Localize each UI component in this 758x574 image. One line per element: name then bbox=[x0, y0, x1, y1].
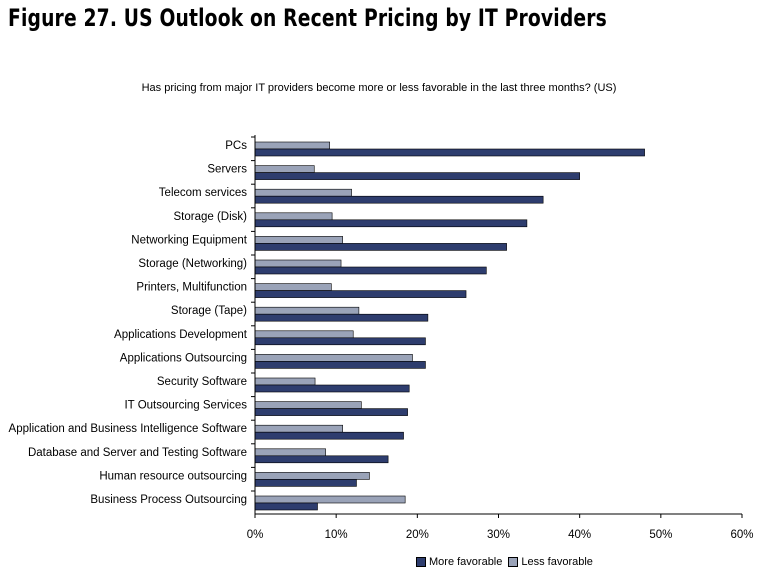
x-tick-label: 30% bbox=[487, 529, 510, 541]
category-label-security-software: Security Software bbox=[157, 376, 247, 388]
x-tick-label: 40% bbox=[568, 529, 591, 541]
legend-swatch-more-favorable bbox=[416, 557, 426, 567]
x-tick-label: 20% bbox=[406, 529, 429, 541]
bar-less-favorable-telecom-services bbox=[254, 188, 352, 197]
bar-more-favorable-storage-disk bbox=[254, 219, 528, 228]
bar-more-favorable-printers-multifunction bbox=[254, 290, 467, 298]
legend-item-less-favorable: Less favorable bbox=[508, 556, 593, 568]
x-tick-label: 50% bbox=[649, 529, 672, 541]
category-label-servers: Servers bbox=[207, 164, 247, 176]
bar-more-favorable-telecom-services bbox=[254, 195, 544, 204]
bar-less-favorable-printers-multifunction bbox=[254, 283, 332, 291]
category-label-it-outsourcing-services: IT Outsourcing Services bbox=[124, 400, 247, 412]
x-tick-label: 60% bbox=[730, 529, 753, 541]
category-label-storage-tape: Storage (Tape) bbox=[171, 305, 247, 317]
legend-label-less-favorable: Less favorable bbox=[521, 556, 593, 568]
bar-less-favorable-pcs bbox=[254, 141, 330, 150]
bar-less-favorable-applications-development bbox=[254, 330, 354, 339]
category-label-telecom-services: Telecom services bbox=[159, 187, 247, 199]
bar-more-favorable-applications-outsourcing bbox=[254, 361, 426, 369]
bar-more-favorable-it-outsourcing-services bbox=[254, 408, 408, 416]
bar-less-favorable-applications-outsourcing bbox=[254, 354, 413, 362]
bar-more-favorable-security-software bbox=[254, 384, 410, 393]
category-label-business-process-outsourcing: Business Process Outsourcing bbox=[90, 494, 247, 506]
x-tick-label: 0% bbox=[247, 529, 264, 541]
bar-more-favorable-business-process-outsourcing bbox=[254, 502, 318, 511]
bar-less-favorable-servers bbox=[254, 165, 315, 173]
category-label-database-and-server-and-testing-software: Database and Server and Testing Software bbox=[28, 447, 247, 459]
bar-more-favorable-storage-networking bbox=[254, 266, 487, 275]
bar-less-favorable-application-and-business-intelligence-software bbox=[254, 424, 343, 433]
bar-less-favorable-security-software bbox=[254, 377, 316, 386]
category-label-human-resource-outsourcing: Human resource outsourcing bbox=[99, 470, 247, 482]
bar-more-favorable-applications-development bbox=[254, 337, 426, 346]
bar-more-favorable-storage-tape bbox=[254, 313, 429, 322]
category-label-storage-disk: Storage (Disk) bbox=[174, 211, 248, 223]
category-label-applications-development: Applications Development bbox=[114, 329, 248, 341]
bar-less-favorable-database-and-server-and-testing-software bbox=[254, 448, 326, 457]
bar-more-favorable-servers bbox=[254, 172, 580, 180]
bar-less-favorable-storage-disk bbox=[254, 212, 333, 221]
bar-less-favorable-storage-tape bbox=[254, 306, 360, 315]
category-label-printers-multifunction: Printers, Multifunction bbox=[136, 282, 247, 294]
bar-less-favorable-it-outsourcing-services bbox=[254, 401, 362, 409]
bar-more-favorable-pcs bbox=[254, 148, 645, 157]
category-label-storage-networking: Storage (Networking) bbox=[138, 258, 247, 270]
legend: More favorable Less favorable bbox=[416, 556, 599, 568]
legend-label-more-favorable: More favorable bbox=[429, 556, 503, 568]
figure-title: Figure 27. US Outlook on Recent Pricing … bbox=[8, 4, 607, 32]
bar-more-favorable-application-and-business-intelligence-software bbox=[254, 431, 404, 440]
category-label-networking-equipment: Networking Equipment bbox=[131, 234, 248, 246]
chart-title: Has pricing from major IT providers beco… bbox=[141, 82, 617, 94]
bar-more-favorable-database-and-server-and-testing-software bbox=[254, 455, 389, 464]
legend-item-more-favorable: More favorable bbox=[416, 556, 502, 568]
bar-less-favorable-business-process-outsourcing bbox=[254, 495, 406, 504]
bar-less-favorable-networking-equipment bbox=[254, 236, 343, 244]
bar-more-favorable-networking-equipment bbox=[254, 243, 507, 251]
category-label-pcs: PCs bbox=[225, 140, 247, 152]
category-label-application-and-business-intelligence-software: Application and Business Intelligence So… bbox=[9, 423, 247, 435]
bar-less-favorable-human-resource-outsourcing bbox=[254, 472, 370, 480]
x-tick-label: 10% bbox=[325, 529, 348, 541]
legend-swatch-less-favorable bbox=[508, 557, 519, 567]
category-label-applications-outsourcing: Applications Outsourcing bbox=[120, 352, 247, 364]
bar-more-favorable-human-resource-outsourcing bbox=[254, 479, 357, 487]
bar-less-favorable-storage-networking bbox=[254, 259, 342, 268]
